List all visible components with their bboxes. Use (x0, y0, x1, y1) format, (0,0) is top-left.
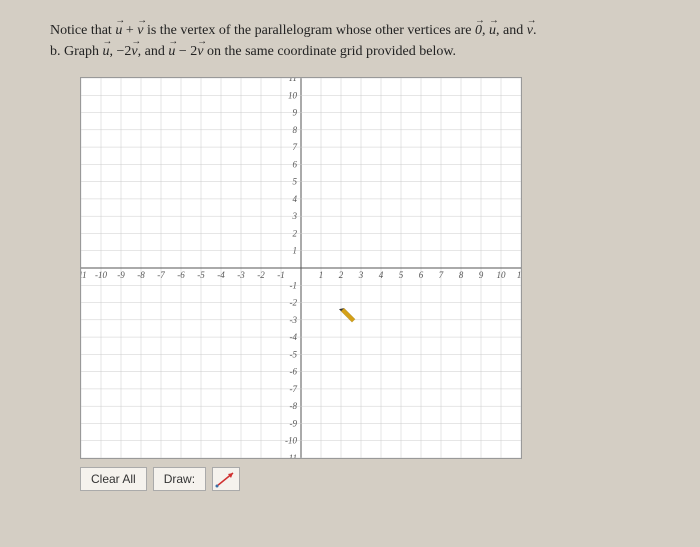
svg-text:3: 3 (358, 270, 364, 280)
svg-text:8: 8 (459, 270, 464, 280)
svg-text:-11: -11 (81, 270, 87, 280)
svg-text:9: 9 (293, 108, 298, 118)
svg-text:-2: -2 (257, 270, 265, 280)
svg-text:-4: -4 (217, 270, 225, 280)
svg-text:7: 7 (439, 270, 444, 280)
svg-text:-7: -7 (290, 384, 298, 394)
vector-v: v (131, 41, 137, 62)
text-fragment: on the same coordinate grid provided bel… (203, 44, 456, 59)
vector-zero: 0 (475, 20, 482, 41)
svg-text:8: 8 (293, 125, 298, 135)
text-fragment: , and (496, 23, 527, 38)
graph-controls: Clear All Draw: (80, 467, 680, 491)
svg-text:2: 2 (293, 228, 298, 238)
svg-text:7: 7 (293, 142, 298, 152)
svg-text:-3: -3 (237, 270, 245, 280)
svg-text:6: 6 (419, 270, 424, 280)
svg-text:-1: -1 (290, 280, 298, 290)
vector-tool-button[interactable] (212, 467, 240, 491)
svg-text:2: 2 (339, 270, 344, 280)
svg-text:-1: -1 (277, 270, 285, 280)
svg-text:-8: -8 (137, 270, 145, 280)
svg-text:-10: -10 (285, 436, 297, 446)
svg-text:-4: -4 (290, 332, 298, 342)
svg-text:-6: -6 (290, 367, 298, 377)
svg-text:-2: -2 (290, 298, 298, 308)
vector-u: u (168, 41, 175, 62)
svg-text:-3: -3 (290, 315, 298, 325)
svg-text:5: 5 (293, 177, 298, 187)
svg-text:10: 10 (497, 270, 507, 280)
vector-u: u (489, 20, 496, 41)
draw-label-button[interactable]: Draw: (153, 467, 206, 491)
svg-text:6: 6 (293, 159, 298, 169)
vector-u: u (115, 20, 122, 41)
question-text: Notice that u + v is the vertex of the p… (20, 20, 680, 62)
svg-text:10: 10 (288, 90, 298, 100)
vector-v: v (197, 41, 203, 62)
svg-text:11: 11 (517, 270, 521, 280)
svg-text:11: 11 (289, 78, 297, 83)
svg-text:1: 1 (293, 246, 298, 256)
svg-text:5: 5 (399, 270, 404, 280)
svg-text:-5: -5 (290, 349, 298, 359)
svg-text:4: 4 (379, 270, 384, 280)
coordinate-grid[interactable]: -11-10-9-8-7-6-5-4-3-2-11234567891011-11… (80, 77, 522, 459)
svg-text:-7: -7 (157, 270, 165, 280)
text-fragment: is the vertex of the parallelogram whose… (143, 23, 475, 38)
svg-text:9: 9 (479, 270, 484, 280)
svg-text:-10: -10 (95, 270, 107, 280)
svg-text:-5: -5 (197, 270, 205, 280)
svg-text:-9: -9 (290, 418, 298, 428)
svg-text:-9: -9 (117, 270, 125, 280)
clear-all-button[interactable]: Clear All (80, 467, 147, 491)
svg-text:-6: -6 (177, 270, 185, 280)
text-fragment: , and (138, 44, 169, 59)
svg-text:1: 1 (319, 270, 324, 280)
svg-text:3: 3 (292, 211, 298, 221)
svg-text:-11: -11 (286, 453, 297, 458)
vector-u: u (103, 41, 110, 62)
text-fragment: −2 (117, 44, 132, 59)
vector-v: v (527, 20, 533, 41)
text-fragment: − 2 (175, 44, 197, 59)
text-fragment: b. Graph (50, 44, 103, 59)
svg-text:4: 4 (293, 194, 298, 204)
svg-text:-8: -8 (290, 401, 298, 411)
